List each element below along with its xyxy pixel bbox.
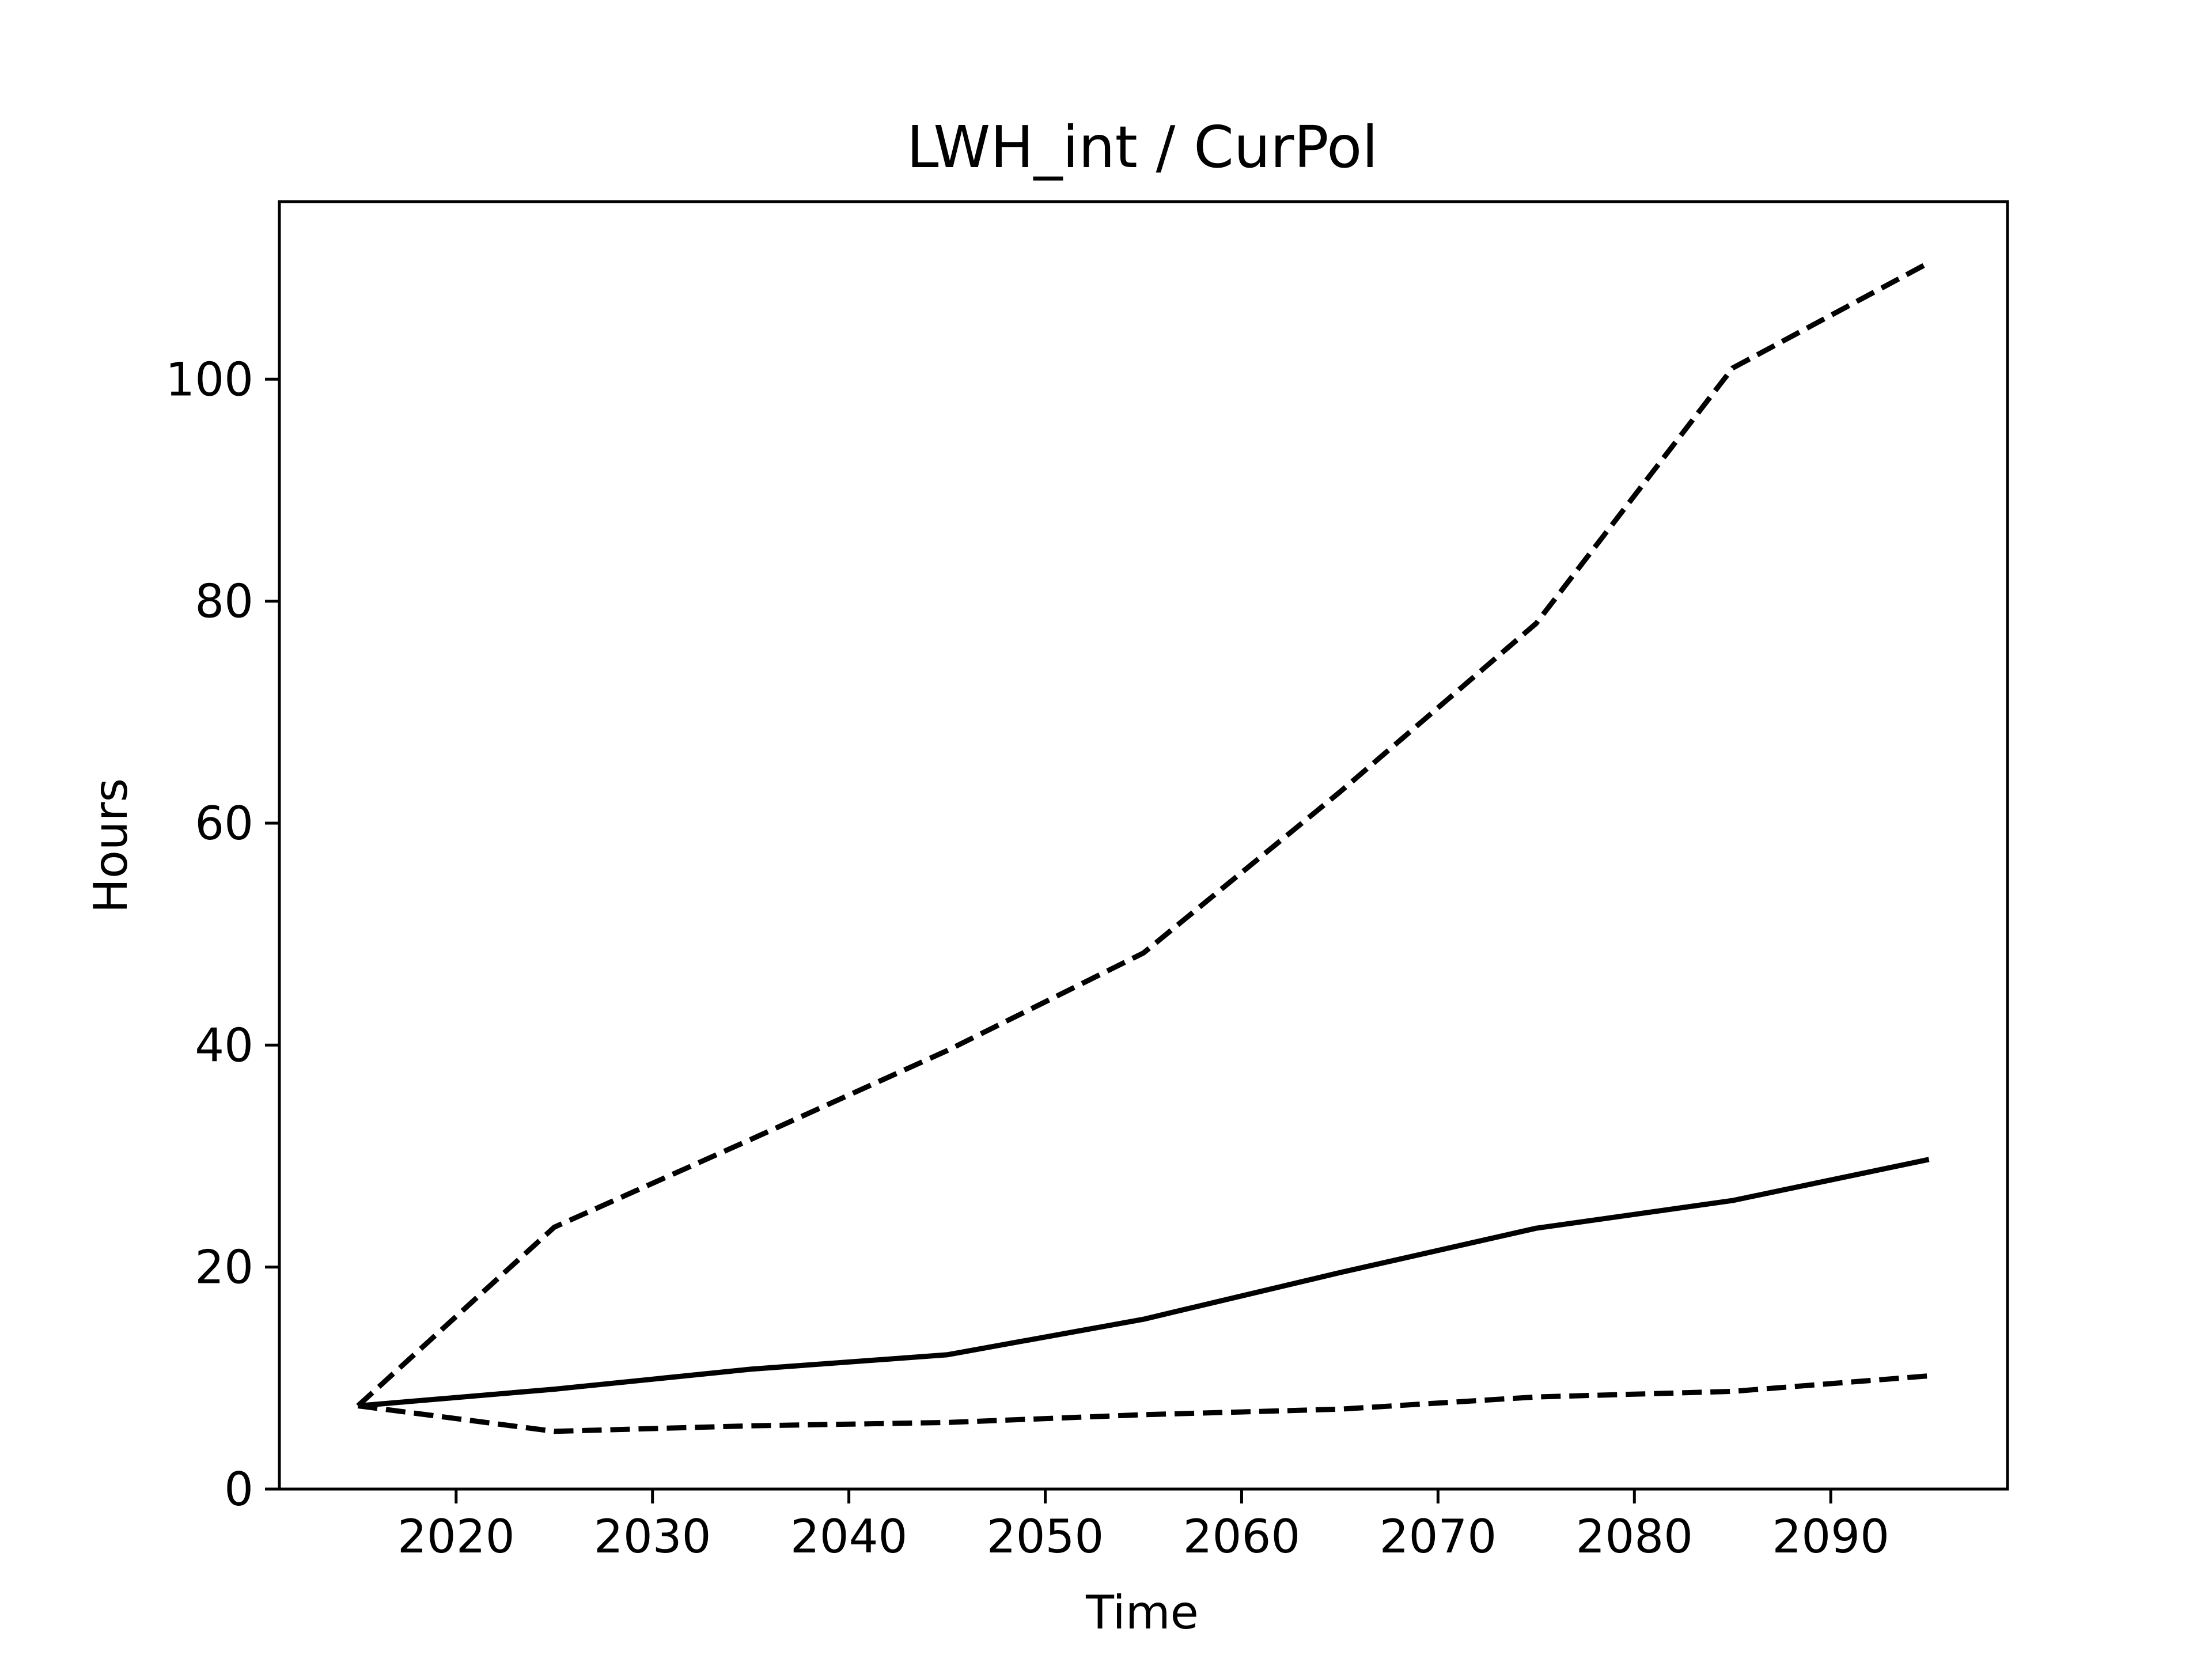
y-tick-label: 40 bbox=[195, 1018, 253, 1072]
x-tick-label: 2050 bbox=[987, 1510, 1104, 1563]
x-tick-label: 2040 bbox=[790, 1510, 908, 1563]
y-tick-label: 60 bbox=[195, 797, 253, 850]
x-tick-label: 2080 bbox=[1575, 1510, 1693, 1563]
chart-title: LWH_int / CurPol bbox=[907, 113, 1378, 181]
dashed-series-line-2 bbox=[356, 260, 1930, 1408]
x-axis-label: Time bbox=[1085, 1586, 1199, 1639]
x-axis: 2020 2030 2040 2050 2060 2070 2080 2090 bbox=[397, 1489, 1889, 1563]
y-axis-label: Hours bbox=[84, 778, 138, 913]
y-tick-label: 20 bbox=[195, 1241, 253, 1294]
y-tick-label: 0 bbox=[224, 1463, 253, 1516]
series-layer bbox=[356, 260, 1930, 1434]
dashed-series-line-3 bbox=[357, 1373, 1929, 1434]
x-tick-label: 2020 bbox=[397, 1510, 515, 1563]
plot-frame bbox=[278, 200, 2009, 1491]
y-axis: 0 20 40 60 80 100 bbox=[165, 353, 279, 1516]
y-tick-label: 80 bbox=[195, 575, 253, 628]
y-tick-label: 100 bbox=[165, 353, 253, 406]
x-tick-label: 2070 bbox=[1380, 1510, 1497, 1563]
x-tick-label: 2030 bbox=[594, 1510, 711, 1563]
x-tick-label: 2090 bbox=[1772, 1510, 1889, 1563]
solid-series-line-1 bbox=[358, 1157, 1930, 1408]
x-tick-label: 2060 bbox=[1183, 1510, 1301, 1563]
